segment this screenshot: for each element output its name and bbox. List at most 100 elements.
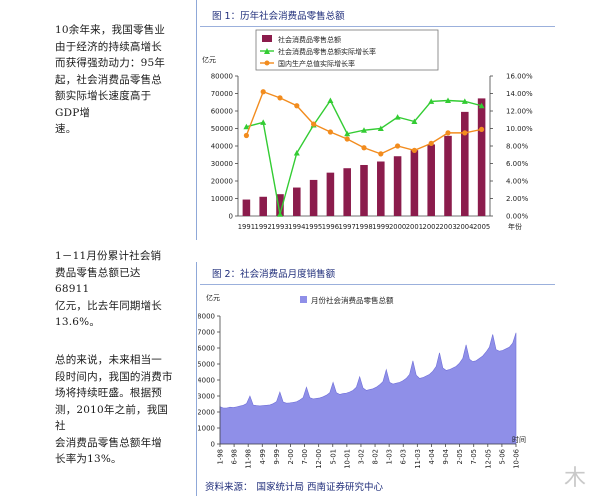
y-axis-tick-label: 2000 xyxy=(198,409,215,417)
x-axis-title: 时间 xyxy=(512,435,526,444)
left-axis-tick-label: 10000 xyxy=(211,195,233,203)
right-axis-tick-label: 0.00% xyxy=(506,213,529,221)
marker-retail-growth xyxy=(428,98,435,104)
marker-gdp-growth xyxy=(294,103,300,109)
x-axis-tick-label: 1-03 xyxy=(386,449,394,464)
source-value: 国家统计局 西南证券研究中心 xyxy=(256,482,384,493)
marker-retail-growth xyxy=(327,97,334,103)
bar-retail-sales xyxy=(427,144,435,216)
bar-retail-sales xyxy=(259,196,267,216)
left-axis-tick-label: 0 xyxy=(229,213,233,221)
x-axis-tick-label: 5-06 xyxy=(498,449,506,464)
left-axis-tick-label: 70000 xyxy=(211,90,233,98)
marker-gdp-growth xyxy=(445,130,451,136)
source-label: 资料来源： xyxy=(205,482,253,493)
x-axis-tick-label: 2-05 xyxy=(456,449,464,464)
left-axis-tick-label: 80000 xyxy=(211,73,233,81)
y-axis-tick-label: 5000 xyxy=(198,361,215,369)
bar-retail-sales xyxy=(477,98,486,216)
figure1-title-rule xyxy=(200,26,555,27)
column-divider-bottom xyxy=(196,262,197,496)
x-axis-tick-label: 6-03 xyxy=(400,449,408,464)
x-axis-tick-label: 11-03 xyxy=(414,449,422,469)
right-axis-tick-label: 8.00% xyxy=(506,143,529,151)
legend-marker-retail-growth xyxy=(264,48,270,54)
x-axis-tick-label: 1998 xyxy=(355,223,372,231)
x-axis-tick-label: 9-99 xyxy=(273,449,281,464)
marker-gdp-growth xyxy=(428,140,434,146)
x-axis-tick-label: 1996 xyxy=(322,223,339,231)
bar-retail-sales xyxy=(393,156,402,216)
x-axis-title: 年份 xyxy=(508,222,522,231)
x-axis-tick-label: 2001 xyxy=(406,223,423,231)
y-axis-tick-label: 6000 xyxy=(198,345,215,353)
x-axis-tick-label: 3-02 xyxy=(357,449,365,464)
marker-gdp-growth xyxy=(361,145,367,151)
source-line: 资料来源： 国家统计局 西南证券研究中心 xyxy=(205,479,383,493)
bar-retail-sales xyxy=(293,187,301,216)
marker-retail-growth xyxy=(461,98,468,104)
legend-label-monthly: 月份社会消费品零售总额 xyxy=(311,295,394,305)
legend-swatch-bars xyxy=(262,35,272,42)
x-axis-tick-label: 1999 xyxy=(372,223,389,231)
right-axis-tick-label: 10.00% xyxy=(506,125,533,133)
left-axis-tick-label: 30000 xyxy=(211,160,233,168)
x-axis-tick-label: 6-98 xyxy=(231,449,239,464)
x-axis-tick-label: 1-98 xyxy=(217,449,225,464)
marker-gdp-growth xyxy=(327,129,333,135)
bar-retail-sales xyxy=(242,199,251,216)
ytd-sales-paragraph: 1－11月份累计社会销 费品零售总额已达68911 亿元，比去年同期增长 13.… xyxy=(55,250,162,328)
x-axis-tick-label: 10-06 xyxy=(513,449,521,469)
outlook-paragraph: 总的来说，未来相当一 段时间内，我国的消费市 场将持续旺盛。根据预 测，2010… xyxy=(55,354,173,465)
left-axis-tick-label: 60000 xyxy=(211,108,233,116)
marker-gdp-growth xyxy=(344,136,350,142)
x-axis-tick-label: 8-02 xyxy=(372,449,380,464)
x-axis-tick-label: 4-99 xyxy=(259,449,267,464)
figure2-title-rule xyxy=(200,284,555,285)
marker-gdp-growth xyxy=(378,151,384,157)
figure2-title: 图 2：社会消费品月度销售额 xyxy=(212,269,336,280)
area-monthly-retail-sales xyxy=(219,332,517,445)
x-axis-tick-label: 2004 xyxy=(456,223,473,231)
marker-retail-growth xyxy=(293,150,300,156)
x-axis-tick-label: 12-05 xyxy=(484,449,492,469)
legend-label-bars: 社会消费品零售总额 xyxy=(278,35,341,44)
marker-gdp-growth xyxy=(277,95,283,101)
x-axis-tick-label: 2-00 xyxy=(287,449,295,464)
x-axis-tick-label: 10-01 xyxy=(343,449,351,469)
x-axis-tick-label: 2000 xyxy=(389,223,406,231)
bar-retail-sales xyxy=(461,111,469,216)
left-axis-tick-label: 40000 xyxy=(211,143,233,151)
bar-retail-sales xyxy=(410,150,419,216)
marker-retail-growth xyxy=(344,130,351,137)
x-axis-tick-label: 5-01 xyxy=(329,449,337,464)
monthly-retail-sales-chart: 亿元 月份社会消费品零售总额 0 1000 2000 3000 4000 5000 6000 70… xyxy=(198,293,526,469)
marker-retail-growth xyxy=(361,127,367,133)
x-axis-tick-label: 1993 xyxy=(271,223,288,231)
x-axis-tick-label: 2002 xyxy=(423,223,440,231)
y-axis-tick-label: 7000 xyxy=(198,329,215,337)
marker-gdp-growth xyxy=(479,126,485,132)
bar-retail-sales xyxy=(309,179,318,216)
bar-retail-sales xyxy=(276,194,284,216)
marker-retail-growth xyxy=(377,125,384,131)
column-divider-top xyxy=(196,0,197,240)
right-axis-tick-label: 12.00% xyxy=(506,108,533,116)
marker-gdp-growth xyxy=(311,121,317,127)
y-axis-tick-label: 3000 xyxy=(198,393,215,401)
right-axis-tick-label: 2.00% xyxy=(506,195,529,203)
x-axis-tick-label: 12-00 xyxy=(315,449,323,469)
x-axis-tick-label: 1995 xyxy=(305,223,322,231)
x-axis-tick-label: 1994 xyxy=(288,223,305,231)
y-axis-tick-label: 0 xyxy=(211,441,215,449)
bar-retail-sales xyxy=(377,161,385,216)
legend-box xyxy=(255,29,439,71)
marker-retail-growth xyxy=(277,211,283,217)
y-axis-tick-label: 1000 xyxy=(198,425,215,433)
figure1-title: 图 1：历年社会消费品零售总额 xyxy=(212,11,345,22)
x-axis-tick-label: 9-04 xyxy=(442,449,450,464)
y-axis-tick-label: 8000 xyxy=(198,313,215,321)
legend-marker-gdp-growth xyxy=(264,60,270,66)
marker-retail-growth xyxy=(394,114,401,120)
